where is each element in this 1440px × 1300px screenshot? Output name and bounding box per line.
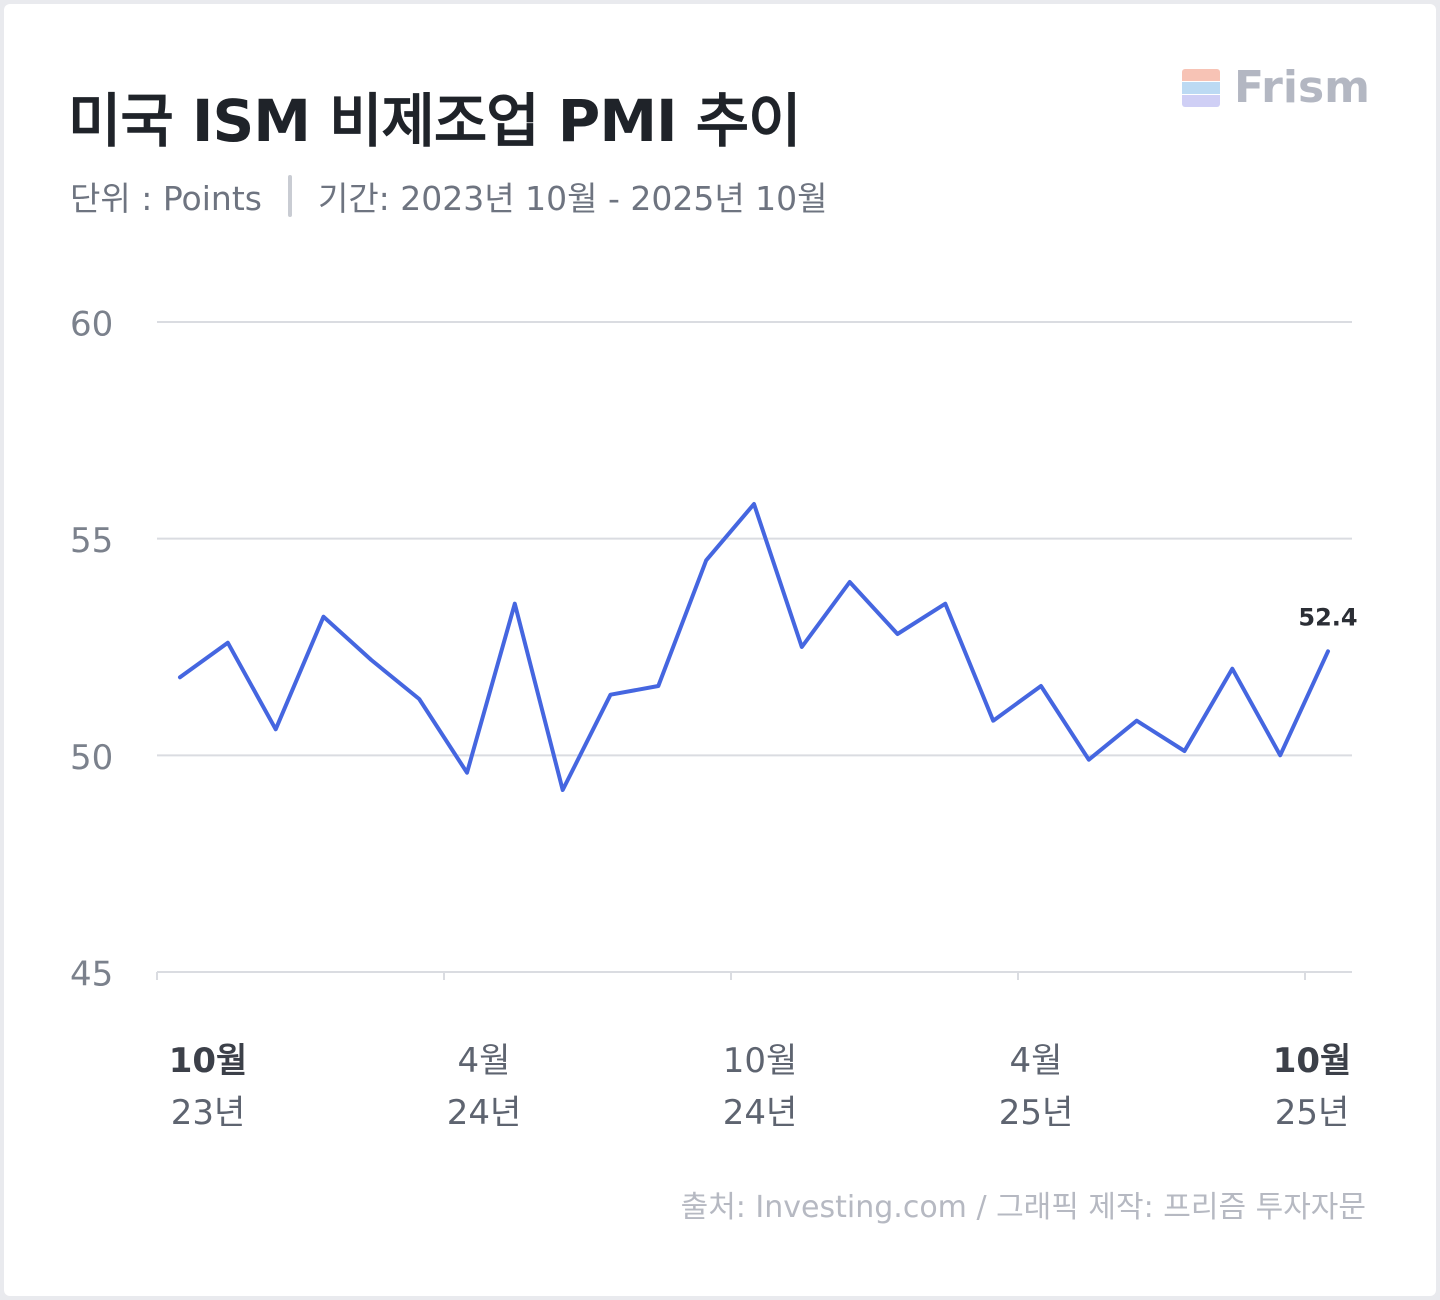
x-tick-month-label: 4월	[1010, 1041, 1063, 1081]
x-tick-month-label: 4월	[458, 1041, 511, 1081]
end-value-label: 52.4	[1298, 603, 1357, 631]
x-tick-year-label: 25년	[1275, 1093, 1350, 1133]
y-tick-label: 55	[70, 521, 113, 561]
y-tick-label: 45	[70, 955, 113, 995]
y-tick-label: 50	[70, 738, 113, 778]
brand-name: Frism	[1233, 62, 1370, 113]
unit-text: 단위 : Points	[70, 179, 262, 218]
brand-logo: Frism	[1181, 62, 1370, 113]
x-tick-month-label: 10월	[169, 1041, 248, 1081]
x-tick-year-label: 25년	[999, 1093, 1074, 1133]
y-tick-label: 60	[70, 305, 113, 345]
x-tick-year-label: 24년	[447, 1093, 522, 1133]
subtitle-divider	[287, 175, 292, 217]
source-note: 출처: Investing.com / 그래픽 제작: 프리즘 투자자문	[680, 1190, 1366, 1225]
chart-card	[4, 4, 1436, 1296]
x-tick-month-label: 10월	[1273, 1041, 1352, 1081]
x-tick-month-label: 10월	[723, 1041, 798, 1081]
brand-mark-icon	[1181, 68, 1220, 107]
chart-subtitle: 단위 : Points 기간: 2023년 10월 - 2025년 10월	[70, 172, 828, 220]
x-tick-year-label: 23년	[171, 1093, 246, 1133]
chart-title: 미국 ISM 비제조업 PMI 추이	[68, 87, 802, 155]
series-line	[178, 502, 1330, 792]
period-text: 기간: 2023년 10월 - 2025년 10월	[317, 179, 828, 218]
x-tick-year-label: 24년	[723, 1093, 798, 1133]
